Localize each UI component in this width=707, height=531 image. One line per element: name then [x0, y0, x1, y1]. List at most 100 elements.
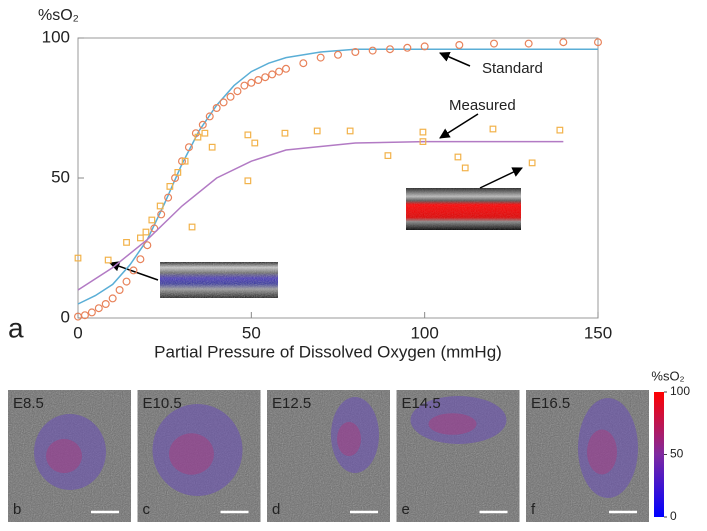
perfusion-overlay: [428, 413, 477, 435]
ultrasound-panel: E14.5 e: [396, 390, 520, 522]
plot-frame: [77, 37, 599, 319]
ultrasound-panel: E12.5 d: [267, 390, 390, 522]
fit-line: [77, 140, 564, 291]
data-point: [181, 157, 189, 165]
colorbar-tick-label: 50: [670, 447, 684, 461]
data-point: [386, 45, 395, 54]
data-point: [559, 38, 568, 47]
data-point: [251, 139, 259, 147]
x-tick-label: 0: [73, 323, 82, 342]
data-point: [490, 39, 499, 48]
data-point: [268, 70, 277, 79]
panel-label: e: [402, 501, 410, 518]
data-point: [461, 164, 469, 172]
stage-label: E16.5: [531, 395, 570, 412]
inset-texture: [406, 188, 521, 230]
perfusion-overlay: [34, 414, 106, 490]
panel-label: b: [13, 501, 21, 518]
data-point: [115, 286, 124, 295]
data-point: [148, 216, 156, 224]
x-tick-label: 100: [410, 323, 438, 342]
perfusion-overlay: [578, 398, 638, 498]
fit-line: [77, 48, 598, 305]
data-point: [205, 112, 214, 121]
data-point: [346, 127, 354, 135]
data-point: [219, 98, 228, 107]
panel-label: d: [272, 501, 280, 518]
data-point: [174, 169, 182, 176]
perfusion-overlay: [337, 421, 361, 457]
data-point: [261, 73, 270, 82]
y-tick-label: 50: [51, 167, 70, 186]
y-tick-label: 100: [42, 27, 70, 46]
stage-label: E10.5: [143, 395, 182, 412]
arrow: [109, 261, 159, 281]
data-point: [524, 39, 533, 48]
data-point: [351, 47, 360, 56]
data-point: [281, 129, 289, 137]
data-point: [384, 152, 392, 160]
annotation: Measured: [449, 97, 516, 114]
data-point: [122, 277, 131, 286]
perfusion-overlay: [169, 433, 214, 475]
data-point: [316, 53, 325, 62]
annotation: Standard: [482, 60, 543, 77]
arrow: [439, 113, 479, 139]
data-point: [244, 131, 252, 139]
data-point: [188, 223, 196, 231]
panel-label: f: [531, 501, 536, 518]
data-point: [275, 67, 284, 76]
ultrasound-panel: E16.5 f: [526, 390, 649, 522]
stage-label: E8.5: [13, 395, 44, 412]
data-point: [94, 304, 103, 313]
data-point: [201, 129, 209, 137]
data-point: [87, 308, 96, 317]
colorbar-label: %sO₂: [651, 368, 684, 383]
x-axis-label: Partial Pressure of Dissolved Oxygen (mm…: [154, 342, 502, 361]
data-point: [528, 159, 536, 167]
data-point: [419, 128, 427, 136]
data-point: [156, 202, 164, 210]
data-point: [593, 38, 602, 47]
data-point: [129, 266, 138, 275]
data-point: [489, 125, 497, 133]
data-point: [191, 129, 200, 138]
data-point: [198, 120, 207, 129]
ultrasound-panel: E10.5 c: [137, 390, 261, 522]
data-point: [80, 311, 89, 320]
x-tick-label: 150: [584, 323, 612, 342]
colorbar: [654, 392, 664, 517]
stage-label: E12.5: [272, 395, 311, 412]
data-point: [226, 92, 235, 101]
data-point: [313, 127, 321, 135]
inset-texture: [160, 262, 278, 298]
data-point: [150, 224, 159, 233]
data-point: [455, 40, 464, 49]
data-point: [334, 50, 343, 59]
data-point: [137, 234, 144, 242]
data-point: [420, 42, 429, 51]
perfusion-overlay: [587, 429, 617, 475]
data-point: [74, 254, 82, 262]
ultrasound-panel: E8.5 b: [8, 390, 131, 522]
panel-label: c: [143, 501, 151, 518]
data-point: [143, 241, 152, 250]
arrow: [479, 167, 523, 189]
stage-label: E14.5: [402, 395, 441, 412]
colorbar-tick-label: 0: [670, 509, 677, 523]
data-point: [233, 87, 242, 96]
data-point: [556, 126, 564, 134]
data-point: [101, 300, 110, 309]
data-point: [254, 75, 263, 84]
perfusion-overlay: [410, 396, 507, 444]
colorbar-tick-label: 100: [670, 384, 690, 398]
arrow: [439, 51, 471, 67]
data-point: [212, 103, 221, 112]
data-point: [282, 64, 291, 73]
perfusion-overlay: [331, 397, 379, 473]
data-point: [166, 183, 174, 190]
data-point: [244, 177, 252, 185]
data-point: [208, 143, 216, 151]
data-point: [136, 255, 145, 264]
